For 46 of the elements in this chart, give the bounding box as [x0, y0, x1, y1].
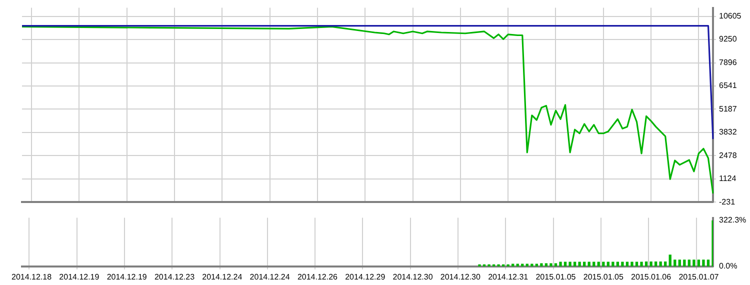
y-tick-label: 9250 [719, 34, 738, 44]
bar [697, 260, 700, 266]
bar [692, 260, 696, 266]
bar [650, 261, 652, 266]
bar [683, 260, 686, 266]
bar [578, 262, 581, 266]
y-tick-label: 0.0% [719, 262, 738, 271]
x-tick-label: 2014.12.19 [106, 272, 148, 282]
bar [559, 262, 562, 266]
bar [621, 262, 624, 266]
x-tick-label: 2014.12.24 [202, 272, 243, 282]
bar [659, 261, 662, 266]
x-tick-label: 2014.12.29 [345, 272, 386, 282]
bar [568, 262, 572, 266]
bar [630, 262, 634, 266]
y-tick-label: 5187 [719, 104, 738, 114]
x-tick-label: 2015.01.05 [536, 272, 576, 282]
bar [702, 260, 705, 266]
y-tick-label: 3832 [719, 128, 738, 137]
y-tick-label: 1124 [719, 174, 737, 184]
x-tick-label: 2014.12.31 [488, 272, 529, 282]
bar [550, 263, 552, 266]
y-tick-label: 7896 [719, 58, 738, 67]
bar [612, 262, 614, 266]
x-tick-label: 2014.12.18 [12, 272, 52, 282]
x-tick-label: 2015.01.06 [631, 272, 672, 282]
bar [668, 254, 672, 266]
y-tick-label: 2478 [719, 150, 738, 160]
x-tick-label: 2015.01.05 [583, 272, 624, 282]
x-tick-label: 2014.12.24 [250, 272, 290, 282]
x-tick-label: 2014.12.23 [154, 272, 196, 282]
y-tick-label: -231 [719, 197, 736, 206]
bar [688, 260, 691, 266]
x-tick-label: 2014.12.30 [440, 272, 481, 282]
bar [640, 262, 643, 266]
y-tick-label: 322.3% [719, 216, 746, 225]
x-tick-label: 2014.12.19 [59, 272, 100, 282]
y-tick-label: 10605 [719, 11, 742, 20]
bar [674, 260, 676, 266]
x-tick-label: 2014.12.30 [392, 272, 434, 282]
y-tick-label: 6541 [719, 81, 738, 90]
bar [540, 263, 543, 266]
x-tick-label: 2015.01.07 [678, 272, 720, 282]
bar [678, 260, 681, 266]
bar [706, 260, 710, 266]
x-tick-label: 2014.12.26 [297, 272, 338, 282]
